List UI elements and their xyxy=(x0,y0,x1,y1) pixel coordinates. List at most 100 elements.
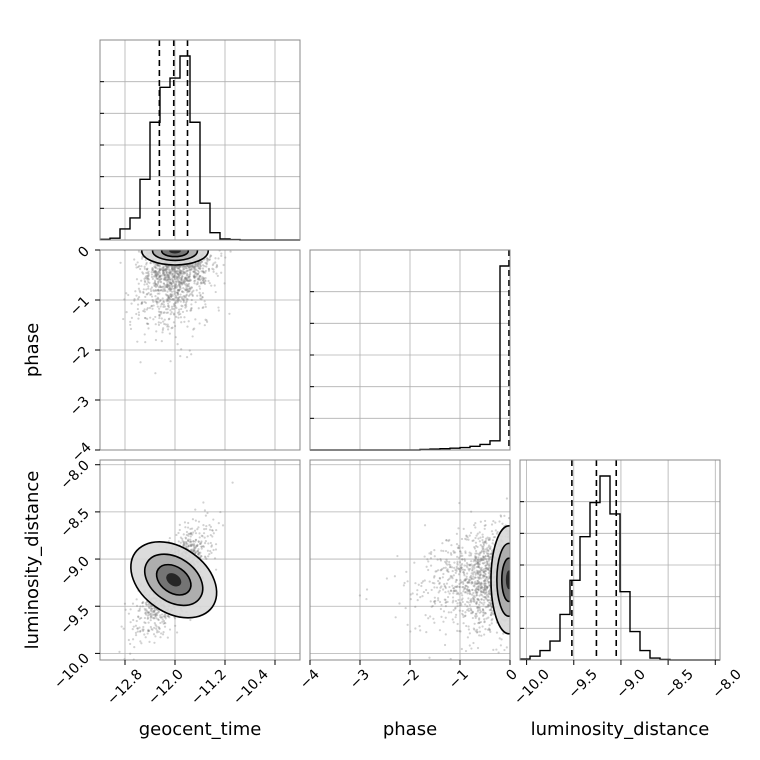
scatter-point xyxy=(206,549,209,552)
scatter-point xyxy=(129,320,132,323)
scatter-point xyxy=(160,277,163,280)
scatter-point xyxy=(149,625,152,629)
scatter-point xyxy=(188,293,192,296)
scatter-point xyxy=(427,617,430,620)
scatter-point xyxy=(198,278,201,281)
scatter-point xyxy=(153,282,156,285)
scatter-point xyxy=(478,618,481,621)
scatter-point xyxy=(150,304,154,307)
scatter-point xyxy=(490,549,494,552)
scatter-point xyxy=(479,620,483,624)
scatter-point xyxy=(202,545,205,548)
scatter-point xyxy=(468,579,471,582)
scatter-point xyxy=(169,288,172,291)
scatter-point xyxy=(457,567,460,570)
scatter-point xyxy=(198,267,202,271)
scatter-point xyxy=(169,281,172,284)
scatter-point xyxy=(479,536,482,539)
scatter-point xyxy=(170,273,174,277)
scatter-point xyxy=(196,549,200,553)
scatter-point xyxy=(136,627,139,630)
scatter-point xyxy=(165,284,168,287)
scatter-point xyxy=(193,265,196,268)
scatter-point xyxy=(501,522,504,525)
scatter-point xyxy=(484,612,487,615)
scatter-point xyxy=(154,300,157,303)
scatter-point xyxy=(144,609,147,612)
scatter-point xyxy=(482,550,486,553)
scatter-point xyxy=(476,582,479,586)
scatter-point xyxy=(459,630,462,633)
scatter-point xyxy=(187,276,190,279)
scatter-point xyxy=(204,276,207,280)
scatter-point xyxy=(483,601,486,604)
scatter-point xyxy=(138,607,141,610)
scatter-point xyxy=(198,262,201,266)
scatter-point xyxy=(458,604,461,607)
scatter-point xyxy=(157,286,160,289)
scatter-point xyxy=(186,284,189,287)
scatter-point xyxy=(166,290,169,293)
scatter-point xyxy=(474,573,477,576)
scatter-point xyxy=(203,324,206,327)
scatter-point xyxy=(200,277,203,280)
scatter-point xyxy=(194,540,197,543)
scatter-point xyxy=(207,269,211,272)
scatter-point xyxy=(477,586,481,589)
scatter-point xyxy=(198,265,202,268)
scatter-point xyxy=(365,588,369,591)
scatter-point xyxy=(365,598,368,601)
scatter-point xyxy=(482,588,486,592)
scatter-point xyxy=(485,561,489,564)
scatter-point xyxy=(184,265,187,268)
scatter-point xyxy=(146,322,149,325)
scatter-point xyxy=(191,294,194,297)
scatter-point xyxy=(162,273,165,276)
scatter-point xyxy=(444,562,448,565)
scatter-point xyxy=(160,613,164,616)
x-tick-label-geocent-time: −10.4 xyxy=(230,666,272,708)
scatter-point xyxy=(124,608,127,611)
scatter-point xyxy=(196,264,199,267)
scatter-point xyxy=(474,557,478,560)
scatter-point xyxy=(487,550,490,553)
scatter-point xyxy=(445,582,449,585)
scatter-point xyxy=(155,300,159,303)
x-tick-label-phase: 0 xyxy=(503,667,521,685)
scatter-point xyxy=(157,626,160,629)
y-axis-label-luminosity-distance: luminosity_distance xyxy=(22,471,43,650)
scatter-point xyxy=(166,311,170,314)
scatter-point xyxy=(479,568,483,571)
x-tick-label-phase: −3 xyxy=(347,667,373,693)
scatter-point xyxy=(438,577,442,580)
scatter-point xyxy=(483,592,487,595)
scatter-point xyxy=(163,269,166,272)
scatter-point xyxy=(477,622,480,625)
scatter-point xyxy=(448,560,451,564)
scatter-point xyxy=(153,622,156,625)
scatter-point xyxy=(478,554,481,557)
scatter-point xyxy=(438,600,442,604)
scatter-point xyxy=(177,273,180,277)
scatter-point xyxy=(180,271,183,275)
scatter-point xyxy=(481,576,485,579)
scatter-point xyxy=(214,548,218,551)
scatter-point xyxy=(476,576,479,579)
scatter-point xyxy=(485,547,489,550)
scatter-point xyxy=(406,623,409,626)
scatter-point xyxy=(479,574,482,577)
scatter-point xyxy=(481,614,485,617)
scatter-point xyxy=(455,565,458,568)
scatter-point xyxy=(167,271,170,274)
scatter-point xyxy=(461,609,464,613)
scatter-point xyxy=(444,633,447,636)
scatter-point xyxy=(146,271,149,274)
scatter-point xyxy=(123,298,126,301)
scatter-point xyxy=(469,531,473,534)
scatter-point xyxy=(452,574,455,577)
scatter-point xyxy=(144,317,147,320)
scatter-point xyxy=(165,308,168,311)
scatter-point xyxy=(182,281,185,284)
scatter-point xyxy=(487,563,490,567)
scatter-point xyxy=(174,270,177,273)
